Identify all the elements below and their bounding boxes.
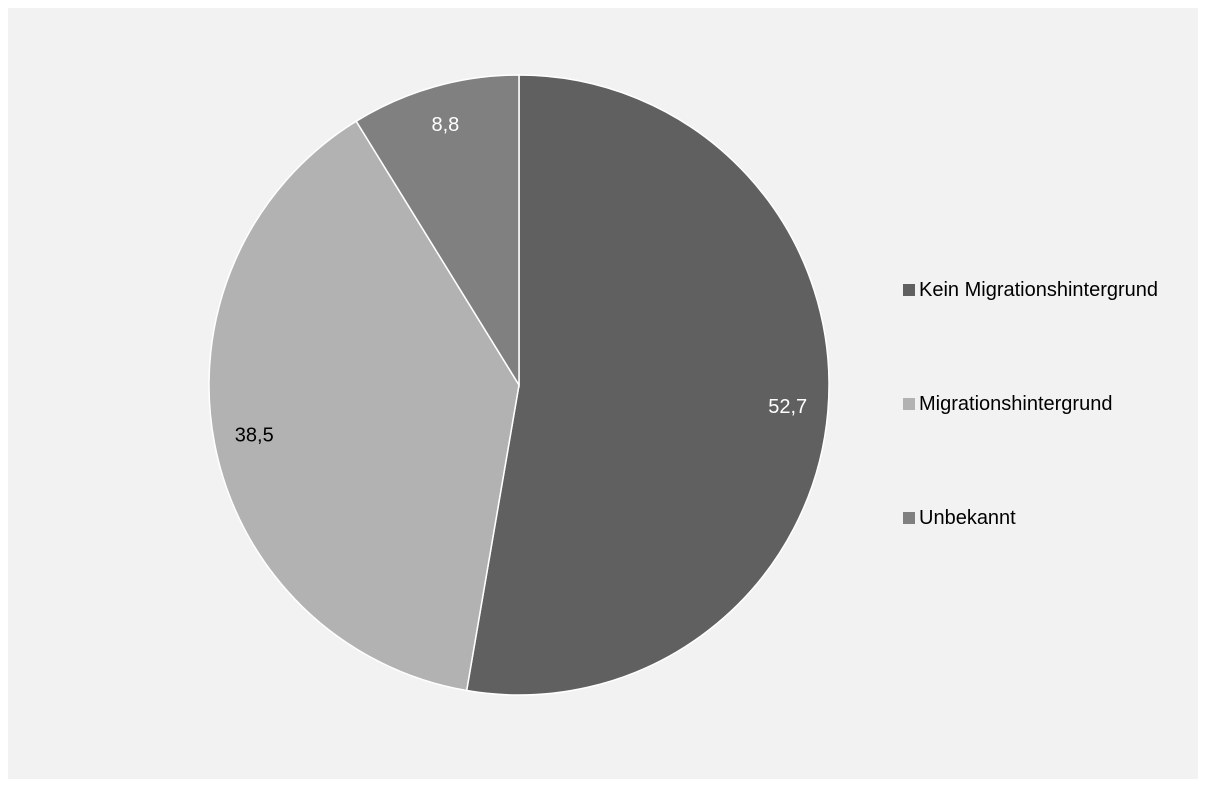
legend-swatch — [903, 512, 915, 524]
legend-label: Unbekannt — [919, 506, 1016, 529]
legend: Kein Migrationshintergrund Migrationshin… — [903, 278, 1158, 530]
legend-swatch — [903, 284, 915, 296]
legend-label: Kein Migrationshintergrund — [919, 278, 1159, 301]
legend-item-unbekannt: Unbekannt — [903, 506, 1158, 530]
pie-chart: 52,7 38,5 8,8 — [208, 74, 830, 696]
pie-slice-migrationshintergrund — [208, 120, 520, 692]
pie-slice-unbekannt — [355, 74, 520, 388]
pie-slice-kein-migrationshintergrund — [465, 74, 830, 696]
data-label: 52,7 — [768, 396, 807, 418]
data-label: 38,5 — [235, 425, 274, 447]
legend-item-migrationshintergrund: Migrationshintergrund — [903, 392, 1158, 416]
legend-label: Migrationshintergrund — [919, 392, 1113, 415]
legend-swatch — [903, 398, 915, 410]
chart-area: 52,7 38,5 8,8 Kein Migrationshintergrund M… — [8, 8, 1198, 779]
legend-item-kein-migrationshintergrund: Kein Migrationshintergrund — [903, 278, 1158, 302]
data-label: 8,8 — [431, 114, 459, 136]
